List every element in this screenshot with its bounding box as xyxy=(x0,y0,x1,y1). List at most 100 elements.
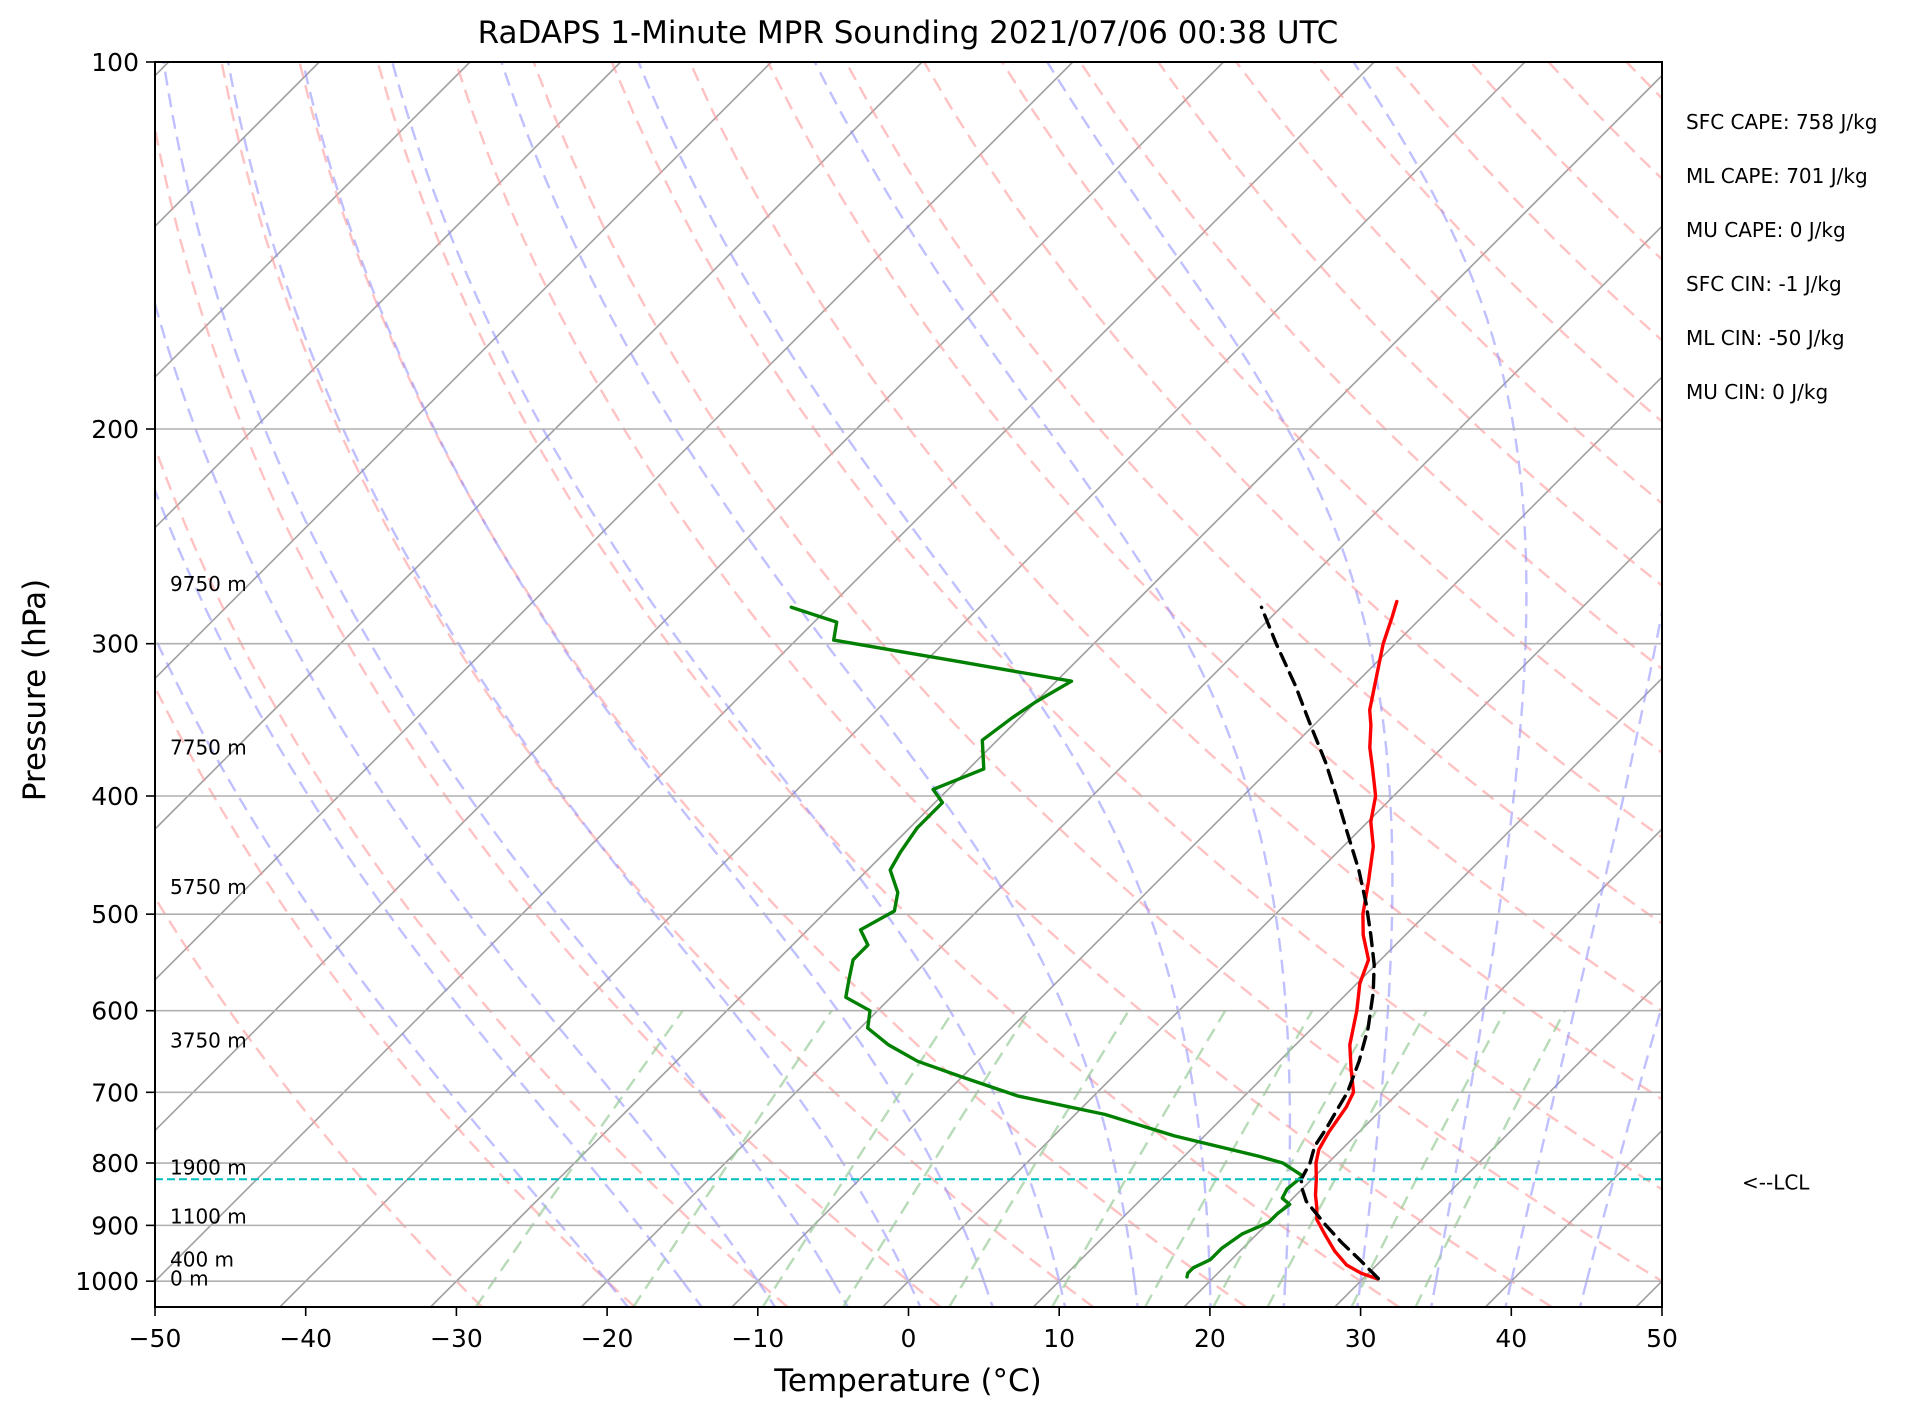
height-label: 1100 m xyxy=(170,1204,247,1228)
height-label: 400 m xyxy=(170,1248,234,1272)
moist-adiabat xyxy=(162,62,835,1282)
moist-adiabat xyxy=(301,62,986,1282)
height-label: 7750 m xyxy=(170,736,247,760)
y-tick-label: 900 xyxy=(91,1211,139,1240)
moist-adiabat xyxy=(226,62,910,1282)
x-tick-label: 40 xyxy=(1495,1324,1527,1353)
height-label: 1900 m xyxy=(170,1156,247,1180)
moist-adiabat xyxy=(1585,1001,1662,1282)
dry-adiabat xyxy=(766,62,1662,1013)
dry-adiabat xyxy=(1157,62,1662,588)
mixing-ratio-line xyxy=(948,1010,1130,1307)
dry-adiabat xyxy=(1469,62,1662,262)
dry-adiabat xyxy=(532,62,1662,1283)
stat-annotation: MU CIN: 0 J/kg xyxy=(1686,380,1828,404)
moist-adiabat xyxy=(1356,1281,1362,1307)
height-label: 9750 m xyxy=(170,572,247,596)
dry-adiabat xyxy=(220,62,1095,1307)
isotherm xyxy=(1183,827,1662,1307)
height-label: 3750 m xyxy=(170,1029,247,1053)
x-tick-label: −20 xyxy=(581,1324,634,1353)
x-axis-label: Temperature (°C) xyxy=(773,1363,1042,1399)
height-label: 0 m xyxy=(170,1267,209,1291)
mixing-ratio-line xyxy=(474,1010,684,1307)
x-tick-label: 30 xyxy=(1345,1324,1377,1353)
mixing-ratio-line xyxy=(761,1010,955,1307)
dry-adiabat xyxy=(155,444,789,1307)
x-tick-label: 10 xyxy=(1043,1324,1075,1353)
moist-adiabat xyxy=(756,1280,776,1307)
y-axis-ticks: 1000 900 800 700 600 500 400 300 200 100 xyxy=(75,48,155,1296)
parcel-profile-line xyxy=(1259,605,1380,1281)
moist-adiabat xyxy=(606,1280,629,1307)
dry-adiabat xyxy=(922,62,1662,840)
moist-adiabat xyxy=(1046,62,1394,1282)
dry-adiabat xyxy=(1705,62,1911,1307)
isotherm xyxy=(0,62,18,1307)
stat-annotation: ML CAPE: 701 J/kg xyxy=(1686,164,1868,188)
x-axis-ticks: −50 −40 −30 −20 −10 0 10 20 30 40 50 xyxy=(129,1307,1678,1353)
moist-adiabat xyxy=(1282,1281,1287,1307)
isotherm xyxy=(279,62,1526,1307)
cape-cin-annotations: SFC CAPE: 758 J/kg ML CAPE: 701 J/kg MU CA… xyxy=(1686,110,1877,404)
moist-adiabat xyxy=(681,1280,703,1307)
isotherm xyxy=(155,62,772,680)
height-label: 5750 m xyxy=(170,875,247,899)
moist-adiabat xyxy=(155,299,759,1282)
isotherm xyxy=(155,62,471,379)
x-tick-label: 50 xyxy=(1646,1324,1678,1353)
isotherm xyxy=(155,62,1225,1132)
isotherm xyxy=(155,62,1074,981)
dry-adiabat xyxy=(844,62,1662,925)
y-tick-label: 700 xyxy=(91,1078,139,1107)
y-tick-label: 600 xyxy=(91,997,139,1026)
moist-adiabat xyxy=(813,62,1292,1282)
isotherm xyxy=(580,225,1662,1307)
y-tick-label: 1000 xyxy=(75,1267,139,1296)
isotherm xyxy=(155,62,1375,1283)
moist-adiabat xyxy=(1510,606,1662,1282)
moist-adiabat xyxy=(155,486,684,1282)
dry-adiabat xyxy=(155,895,483,1307)
moist-adiabat xyxy=(1058,1280,1067,1307)
dry-adiabat xyxy=(1001,62,1662,755)
stat-annotation: MU CAPE: 0 J/kg xyxy=(1686,218,1846,242)
x-tick-label: −30 xyxy=(430,1324,483,1353)
dry-adiabat xyxy=(454,62,1553,1307)
lcl-label: <--LCL xyxy=(1742,1170,1810,1194)
reference-lines xyxy=(0,62,1911,1307)
mixing-ratio-line xyxy=(632,1010,833,1307)
moist-adiabat xyxy=(1352,62,1528,1282)
moist-adiabat xyxy=(1578,1280,1588,1307)
moist-adiabat xyxy=(500,62,1136,1282)
mixing-ratio-line xyxy=(1414,1010,1566,1307)
moist-adiabat xyxy=(1208,1281,1212,1307)
temperature-line xyxy=(1313,599,1399,1281)
y-tick-label: 400 xyxy=(91,782,139,811)
series-layer xyxy=(155,599,1662,1281)
x-tick-label: 0 xyxy=(901,1324,917,1353)
stat-annotation: SFC CIN: -1 J/kg xyxy=(1686,272,1842,296)
dry-adiabat xyxy=(688,62,1662,1101)
dry-adiabat xyxy=(1547,62,1662,181)
isotherm xyxy=(430,74,1662,1307)
mixing-ratio-line xyxy=(1144,1010,1314,1307)
x-tick-label: −10 xyxy=(731,1324,784,1353)
x-tick-label: −40 xyxy=(279,1324,332,1353)
y-tick-label: 100 xyxy=(91,48,139,77)
isotherm xyxy=(882,526,1662,1307)
moist-adiabat xyxy=(637,62,1212,1282)
isotherm xyxy=(1635,1280,1662,1307)
isotherm xyxy=(1334,978,1662,1307)
stat-annotation: SFC CAPE: 758 J/kg xyxy=(1686,110,1877,134)
dry-adiabat xyxy=(610,62,1662,1191)
isotherm xyxy=(1032,677,1662,1307)
isotherm xyxy=(155,62,622,529)
chart-title: RaDAPS 1-Minute MPR Sounding 2021/07/06 … xyxy=(478,15,1339,51)
moist-adiabat xyxy=(982,1280,994,1307)
dry-adiabat xyxy=(155,122,942,1307)
moist-adiabat xyxy=(1133,1281,1139,1307)
dry-adiabat xyxy=(1391,62,1662,342)
isotherm xyxy=(155,62,923,831)
